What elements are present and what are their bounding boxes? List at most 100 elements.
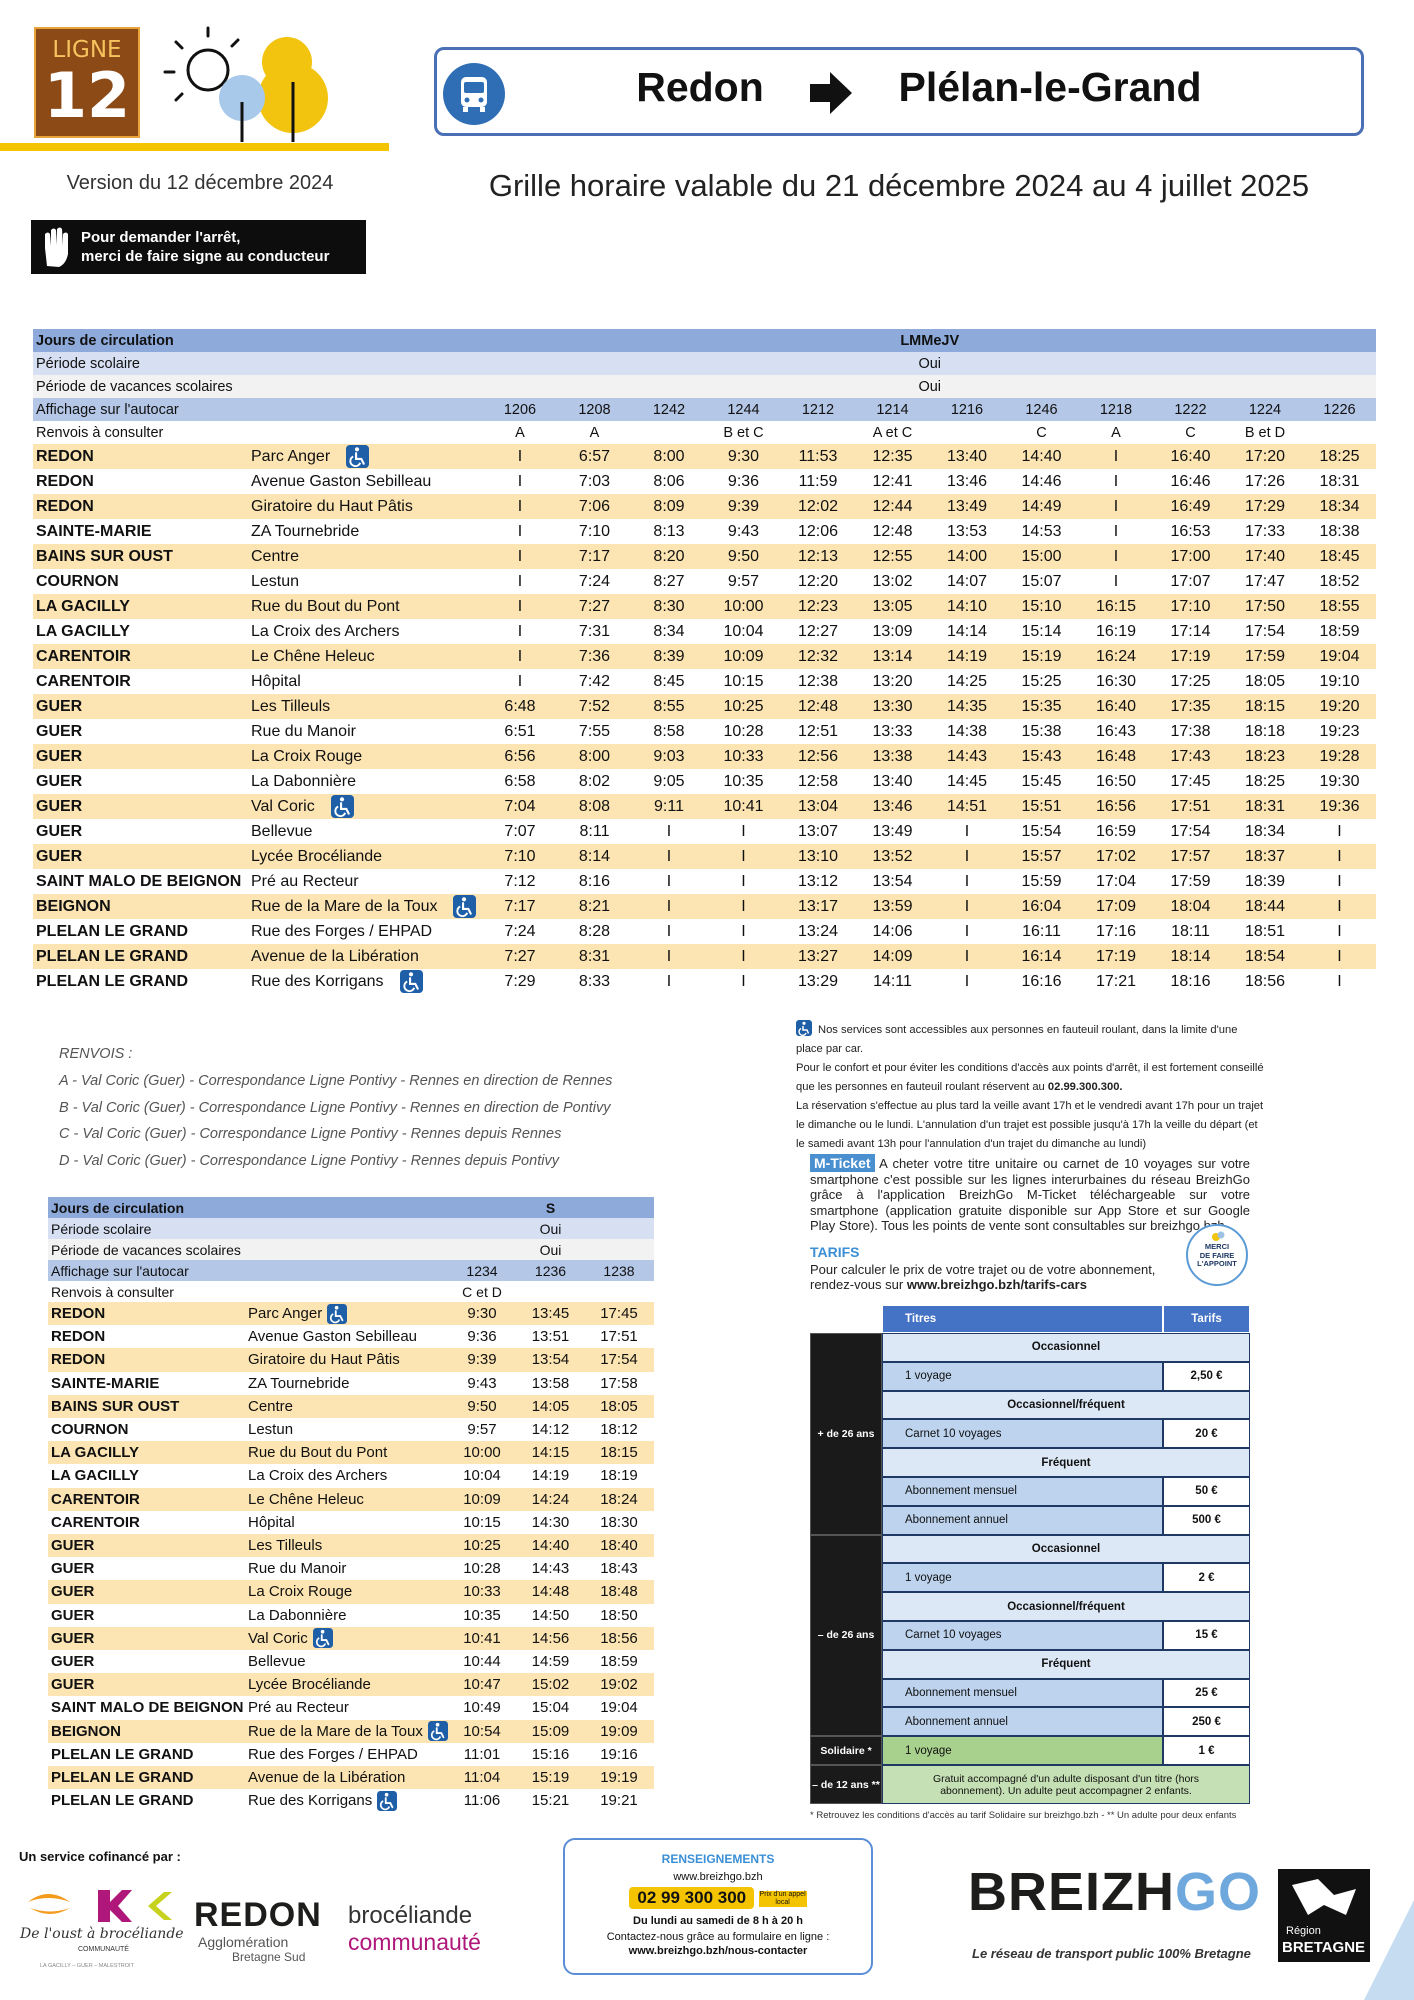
time: 18:50 xyxy=(600,1606,638,1624)
time: 8:31 xyxy=(578,947,611,965)
redon-name: REDON xyxy=(194,1896,322,1934)
stop-cell: Bellevue xyxy=(248,1650,306,1673)
time: 18:04 xyxy=(1170,897,1211,915)
time: 16:56 xyxy=(1095,797,1137,815)
info-hours: Du lundi au samedi de 8 h à 20 h xyxy=(633,1915,803,1927)
stop-name: Val Coric xyxy=(248,1629,308,1647)
time: 14:09 xyxy=(872,947,913,965)
time: 10:49 xyxy=(463,1699,501,1717)
info-site: www.breizhgo.bzh xyxy=(673,1871,763,1883)
time: 7:10 xyxy=(504,847,536,865)
stop-row: GUER Val Coric 10:41 14:56 18:56 xyxy=(48,1626,654,1650)
time: 7:24 xyxy=(578,572,611,590)
stop-row: REDON Parc Anger 9:30 13:45 17:45 xyxy=(48,1302,654,1326)
time: 16:04 xyxy=(1021,897,1062,915)
time: 6:56 xyxy=(504,747,536,765)
time: 17:45 xyxy=(600,1305,638,1323)
stop-name: Giratoire du Haut Pâtis xyxy=(251,497,413,515)
tariff-cell: Abonnement annuel xyxy=(882,1707,1163,1737)
tariff-cell: Abonnement mensuel xyxy=(882,1678,1163,1708)
wheelchair-icon xyxy=(453,895,477,918)
stop-row: GUER La Croix Rouge 10:33 14:48 18:48 xyxy=(48,1580,654,1604)
trip-number: 1226 xyxy=(1323,401,1356,418)
time: 7:29 xyxy=(504,972,536,990)
time: 13:40 xyxy=(872,772,913,790)
time: 15:59 xyxy=(1021,872,1062,890)
header-label: Période scolaire xyxy=(36,355,140,372)
time: I xyxy=(741,822,746,840)
time: 9:39 xyxy=(467,1351,497,1369)
stop-cell: Avenue Gaston Sebilleau xyxy=(251,469,431,494)
header-label: Affichage sur l'autocar xyxy=(51,1262,189,1279)
info-price: Prix d'un appel local xyxy=(758,1890,807,1907)
commune: COURNON xyxy=(36,572,119,590)
stop-cell: ZA Tournebride xyxy=(251,519,359,544)
time: 15:07 xyxy=(1021,572,1062,590)
time: I xyxy=(666,922,672,940)
time: 17:54 xyxy=(600,1351,638,1369)
stop-name: Les Tilleuls xyxy=(251,697,331,715)
stop-name: La Dabonnière xyxy=(248,1606,347,1624)
time: 17:59 xyxy=(1244,647,1286,665)
coins-icon xyxy=(1212,1231,1225,1241)
time: 7:06 xyxy=(578,497,611,515)
header-row: Période scolaire Oui xyxy=(33,352,1376,375)
time: 15:43 xyxy=(1021,747,1062,765)
time: 12:55 xyxy=(872,547,913,565)
stop-name: Rue des Forges / EHPAD xyxy=(251,922,433,940)
time: I xyxy=(517,547,523,565)
time: 10:04 xyxy=(463,1467,501,1485)
stop-name: Pré au Recteur xyxy=(251,872,359,890)
renvois-title: RENVOIS : xyxy=(59,1046,133,1062)
time: 17:38 xyxy=(1170,722,1211,740)
commune: PLELAN LE GRAND xyxy=(51,1745,194,1763)
time: 14:14 xyxy=(946,622,988,640)
time: 18:12 xyxy=(600,1421,638,1439)
stop-cell: Bellevue xyxy=(251,819,312,844)
stop-row: GUER La Croix Rouge 6:56 8:00 9:03 10:33 12:56… xyxy=(33,744,1376,769)
header-row: Affichage sur l'autocar 1206 1208 1242 1244 1… xyxy=(33,398,1376,421)
tariff-cell: + de 26 ans xyxy=(810,1333,882,1535)
time: 19:28 xyxy=(1319,747,1360,765)
region-mark xyxy=(1292,1879,1356,1915)
time: 12:56 xyxy=(797,747,839,765)
time: 8:06 xyxy=(653,472,685,490)
time: 9:30 xyxy=(467,1305,497,1323)
tariff-cell: Occasionnel/fréquent xyxy=(882,1592,1250,1621)
time: 9:30 xyxy=(727,447,760,465)
time: 18:37 xyxy=(1244,847,1286,865)
header-value: Oui xyxy=(539,1220,562,1237)
stop-cell: Lycée Brocéliande xyxy=(248,1673,371,1696)
time: 15:54 xyxy=(1021,822,1062,840)
time: 17:59 xyxy=(1170,872,1211,890)
time: 13:54 xyxy=(531,1351,570,1369)
stop-cell: Centre xyxy=(248,1395,293,1418)
stop-name: La Dabonnière xyxy=(251,772,356,790)
time: 19:23 xyxy=(1319,722,1360,740)
brand: BREIZH xyxy=(968,1862,1175,1922)
time: 9:03 xyxy=(653,747,685,765)
commune: GUER xyxy=(36,772,83,790)
tariffs-footnote: * Retrouvez les conditions d'accès au ta… xyxy=(810,1810,1237,1821)
stop-name: Rue du Manoir xyxy=(251,722,356,740)
time: 8:02 xyxy=(578,772,611,790)
time: 14:50 xyxy=(531,1606,570,1624)
stop-row: GUER La Dabonnière 6:58 8:02 9:05 10:35 12:58 1… xyxy=(33,769,1376,794)
commune: REDON xyxy=(51,1328,106,1346)
time: 15:57 xyxy=(1021,847,1062,865)
accessibility-booking: La réservation s'effectue au plus tard l… xyxy=(796,1100,1264,1150)
time: 12:38 xyxy=(797,672,839,690)
commune: REDON xyxy=(36,447,94,465)
commune: GUER xyxy=(36,697,83,715)
tariff-cell: Carnet 10 voyages xyxy=(882,1621,1163,1650)
stop-cell: Rue du Bout du Pont xyxy=(248,1441,387,1464)
tariff-cell: 2,50 € xyxy=(1163,1361,1250,1391)
mticket: M-Ticket A cheter votre titre unitaire o… xyxy=(810,1154,1250,1234)
time: 9:36 xyxy=(727,472,760,490)
stop-row: CARENTOIR Le Chêne Heleuc 10:09 14:24 18:24 xyxy=(48,1487,654,1511)
cofunded: Un service cofinancé par : xyxy=(19,1849,181,1864)
renvoi: B - Val Coric (Guer) - Correspondance Li… xyxy=(59,1099,611,1116)
tariff-cell: Gratuit accompagné d'un adulte disposant… xyxy=(882,1765,1250,1804)
time: 14:59 xyxy=(531,1653,570,1671)
time: 10:41 xyxy=(463,1629,501,1647)
